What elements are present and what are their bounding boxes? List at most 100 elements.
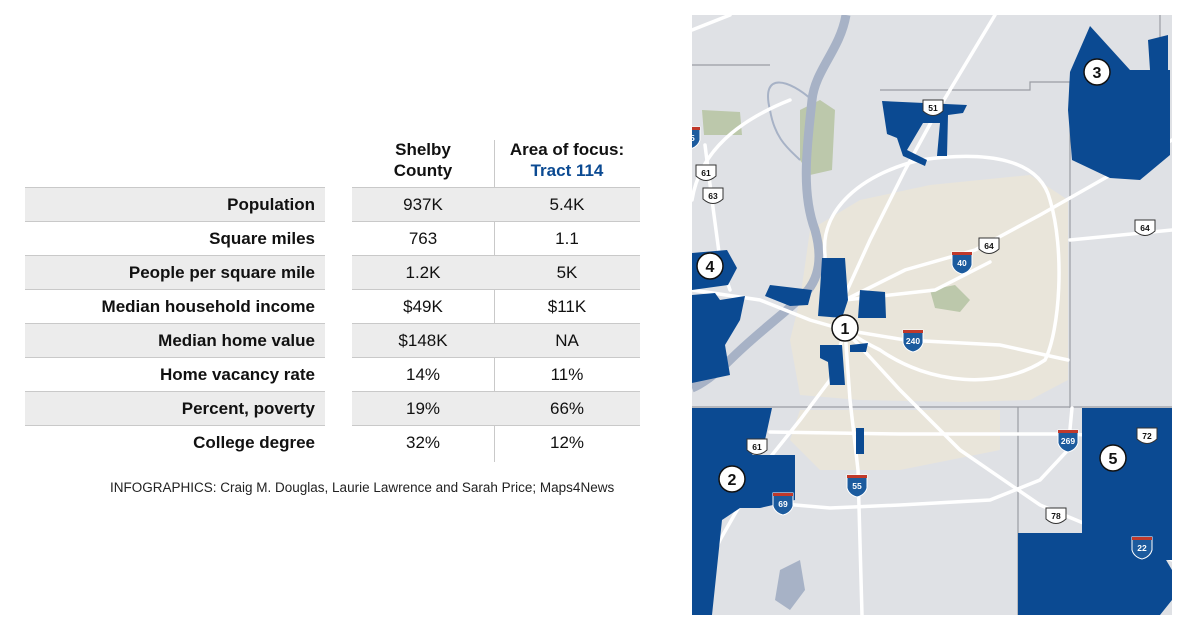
county-value: 32% [405,433,441,452]
interstate-shield-icon: 240 [902,329,924,353]
shield-label: 240 [906,336,920,346]
tract-value: 5.4K [549,195,585,214]
tract-value: 12% [549,433,585,452]
shield-label: 22 [1137,543,1147,553]
table-row: Median home value $148K NA [25,323,640,357]
area-1 [818,258,886,385]
row-label-cell: Median household income [25,289,325,323]
us-route-shield-icon: 72 [1136,427,1158,444]
area-marker-1: 1 [831,314,859,342]
area-marker-3: 3 [1083,58,1111,86]
marker-label: 1 [841,321,850,338]
marker-label: 4 [706,259,715,276]
shield-label: 55 [852,481,862,491]
shield-label: 64 [984,241,994,251]
tract-value: 1.1 [555,229,579,248]
table-row: People per square mile 1.2K 5K [25,255,640,289]
row-values: 32% 12% [352,425,640,459]
row-label-cell: Square miles [25,221,325,255]
header-area-of-focus: Area of focus: Tract 114 [494,139,640,181]
shield-label: 61 [701,168,711,178]
table-row: College degree 32% 12% [25,425,640,459]
area-north-51 [882,101,967,166]
header-line: Shelby [395,140,451,159]
table-row: Square miles 763 1.1 [25,221,640,255]
shield-label: 269 [1061,436,1075,446]
header-tract-label: Tract 114 [530,161,604,180]
row-label-cell: Home vacancy rate [25,357,325,391]
shield-label: 40 [957,258,967,268]
table-row: Home vacancy rate 14% 11% [25,357,640,391]
tract-value: 11% [550,365,584,384]
park [702,110,742,135]
interstate-shield-icon: 269 [1057,429,1079,453]
table-row: Percent, poverty 19% 66% [25,391,640,425]
area-strip [856,428,864,454]
header-shelby-county: Shelby County [352,139,494,181]
interstate-shield-icon: 55 [692,126,701,149]
shield-label: 61 [752,442,762,452]
row-values: 1.2K 5K [352,255,640,289]
us-route-shield-icon: 61 [746,438,768,455]
interstate-shield-icon: 69 [772,492,794,516]
tract-value: $11K [547,297,587,316]
interstate-shield-icon: 55 [846,474,868,498]
row-values: 19% 66% [352,391,640,425]
shield-label: 72 [1142,431,1152,441]
row-label: People per square mile [128,263,315,282]
mississippi-river [692,15,851,393]
interstate-shield-icon: 22 [1131,536,1153,560]
row-values: 937K 5.4K [352,187,640,221]
county-value: $49K [403,297,443,316]
marker-label: 2 [728,472,737,489]
us-route-shield-icon: 64 [978,237,1000,254]
county-boundaries [692,15,1172,615]
row-label: College degree [193,433,315,452]
shield-label: 51 [928,103,938,113]
table-row: Population 937K 5.4K [25,187,640,221]
header-line: Area of focus: [509,140,625,159]
row-label: Percent, poverty [181,399,315,418]
column-divider [494,140,495,462]
row-label-cell: Population [25,187,325,221]
row-label-cell: Percent, poverty [25,391,325,425]
urban-area-south [790,410,1000,470]
area-marker-4: 4 [696,252,724,280]
area-4 [692,250,812,383]
county-value: 14% [405,365,441,384]
shield-label: 63 [708,191,718,201]
county-value: 763 [408,229,438,248]
header-line: County [393,161,453,180]
us-route-shield-icon: 61 [695,164,717,181]
county-value: $148K [398,331,448,350]
lake [775,560,805,610]
credit-line: INFOGRAPHICS: Craig M. Douglas, Laurie L… [110,480,615,495]
row-label: Home vacancy rate [160,365,315,384]
area-marker-5: 5 [1099,444,1127,472]
row-label: Square miles [209,229,315,248]
tract-value: NA [555,331,579,350]
row-values: 763 1.1 [352,221,640,255]
us-route-shield-icon: 51 [922,99,944,116]
tract-value: 5K [556,263,578,282]
river-channel [767,81,813,161]
us-route-shield-icon: 63 [702,187,724,204]
county-value: 1.2K [405,263,441,282]
area-marker-2: 2 [718,465,746,493]
row-values: 14% 11% [352,357,640,391]
row-label: Population [227,195,315,214]
us-route-shield-icon: 78 [1045,507,1067,524]
row-values: $148K NA [352,323,640,357]
row-values: $49K $11K [352,289,640,323]
row-label-cell: Median home value [25,323,325,357]
county-value: 19% [405,399,441,418]
row-label-cell: People per square mile [25,255,325,289]
table-row: Median household income $49K $11K [25,289,640,323]
area-2 [692,408,795,615]
shield-label: 55 [692,133,695,143]
row-label: Median home value [158,331,315,350]
interstate-shield-icon: 40 [951,251,973,275]
park [930,285,970,312]
shield-label: 78 [1051,511,1061,521]
row-label: Median household income [101,297,315,316]
